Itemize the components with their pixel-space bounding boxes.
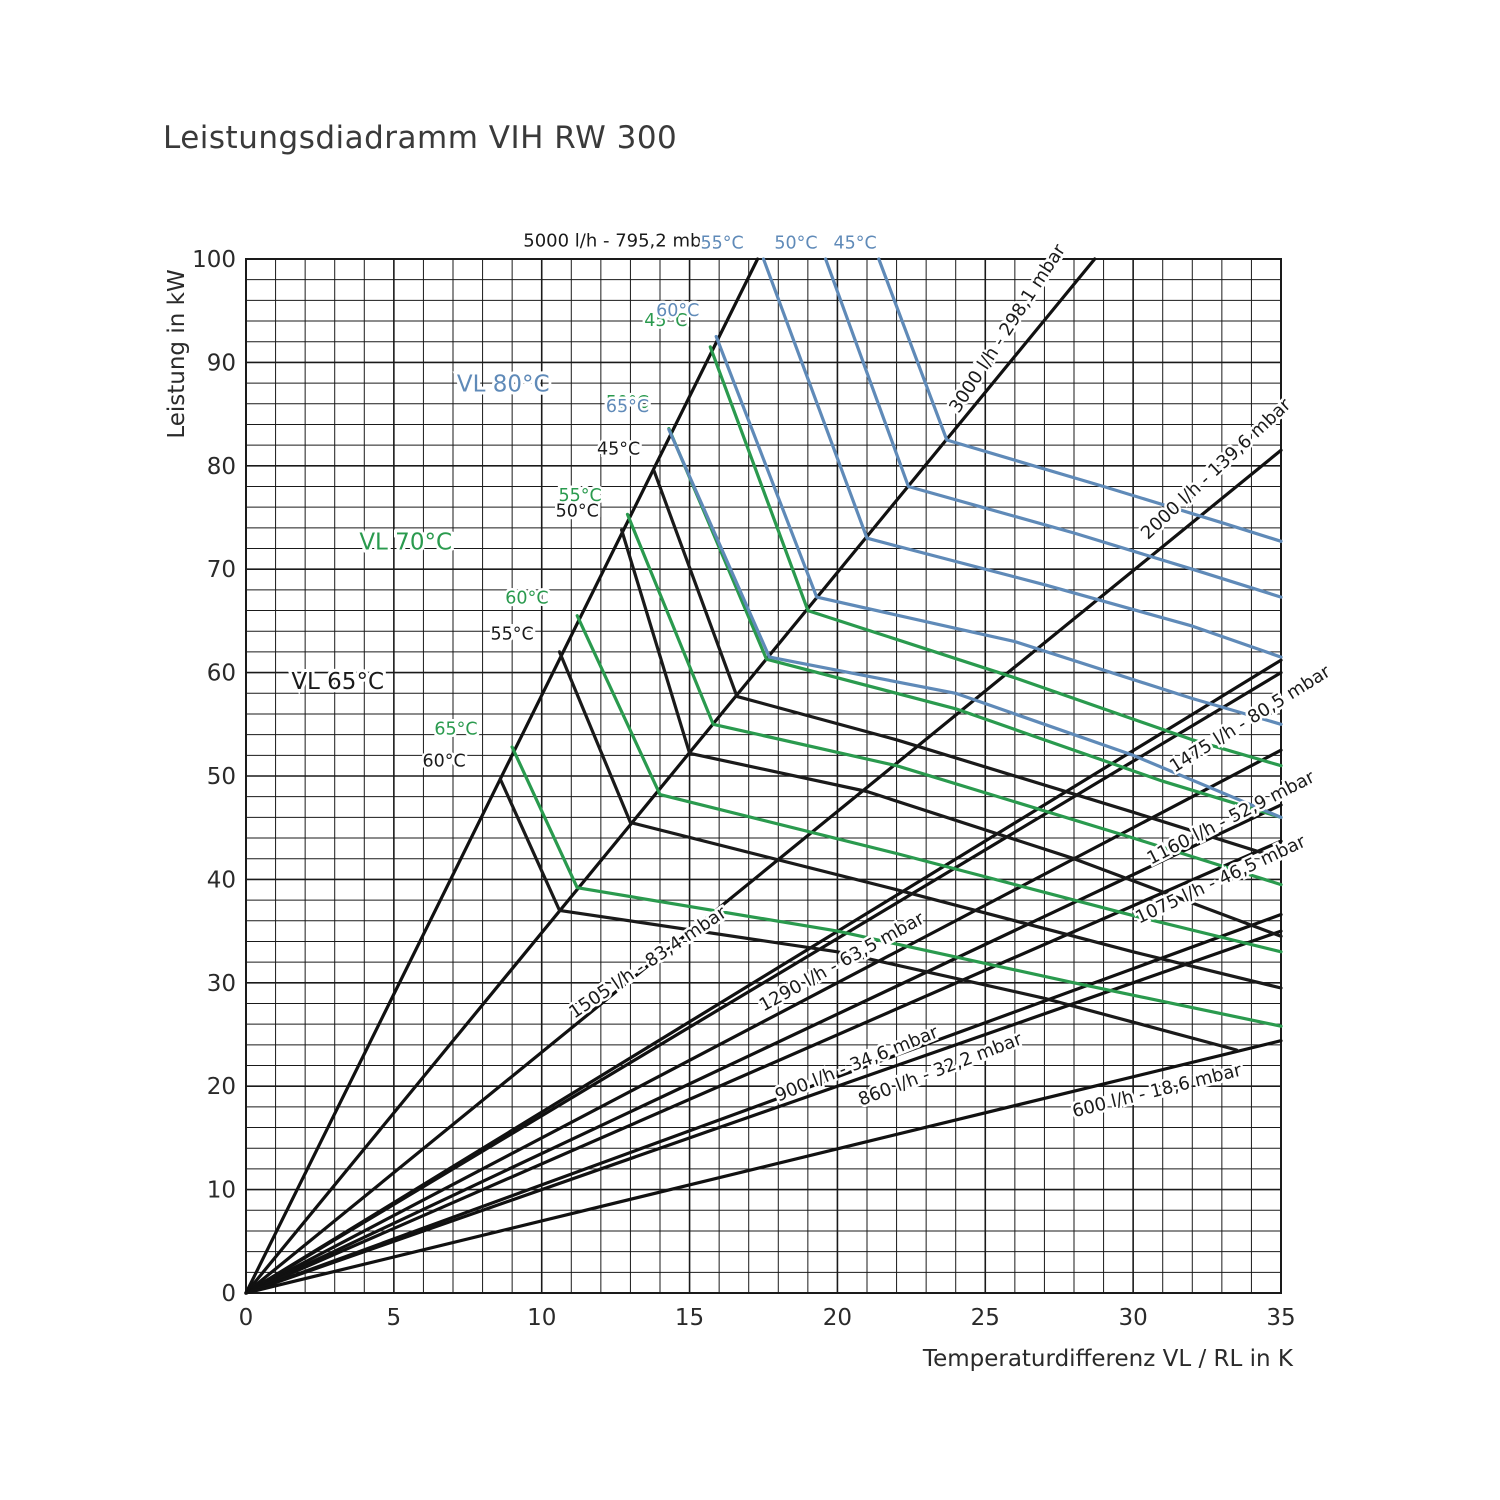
flow-line	[244, 448, 1283, 1295]
curve-label: 45°C	[834, 234, 877, 254]
flow-line	[244, 929, 1283, 1295]
x-tick-label: 35	[1266, 1305, 1295, 1331]
curve-label: 60°C	[656, 301, 699, 321]
y-tick-label: 10	[207, 1178, 236, 1204]
temperature-curve	[575, 614, 1283, 954]
flow-line	[244, 1039, 1283, 1295]
x-tick-label: 25	[971, 1305, 1000, 1331]
temperature-curve	[823, 257, 1283, 599]
flow-line	[244, 658, 1283, 1295]
curve-label: 50°C	[774, 234, 817, 254]
x-tick-label: 5	[387, 1305, 402, 1331]
x-tick-label: 15	[675, 1305, 704, 1331]
y-tick-label: 50	[207, 764, 236, 790]
curve-label: 50°C	[556, 501, 599, 521]
temperature-curve	[667, 428, 1283, 820]
flow-line	[244, 912, 1283, 1295]
flow-line	[244, 257, 1097, 1295]
y-axis-title: Leistung in kW	[164, 269, 190, 438]
y-tick-label: 20	[207, 1074, 236, 1100]
chart-title: Leistungsdiadramm VIH RW 300	[163, 120, 678, 156]
x-tick-label: 10	[527, 1305, 556, 1331]
flow-line	[244, 670, 1283, 1295]
flow-line	[244, 257, 760, 1295]
curve-group	[667, 257, 1283, 820]
y-tick-label: 70	[207, 557, 236, 583]
temperature-curve	[510, 745, 1283, 1028]
x-axis-title: Temperaturdifferenz VL / RL in K	[922, 1346, 1294, 1372]
temperature-curve	[652, 469, 1283, 861]
x-tick-label: 20	[823, 1305, 852, 1331]
temperature-curve	[708, 345, 1283, 768]
x-tick-label: 30	[1119, 1305, 1148, 1331]
flow-line-label: 600 l/h - 18,6 mbar	[1070, 1060, 1244, 1123]
curve-label: 55°C	[491, 625, 534, 645]
flow-line-label: 3000 l/h - 298,1 mbar	[945, 240, 1070, 417]
curve-label: 60°C	[423, 752, 466, 772]
y-tick-label: 40	[207, 867, 236, 893]
temperature-curve	[877, 257, 1283, 543]
flow-line-label: 5000 l/h - 795,2 mbar	[523, 231, 720, 252]
temperature-curve	[625, 512, 1283, 887]
curve-group	[498, 469, 1283, 1052]
axis-ticks: 0 5 10 15 20 25 30 35 0 10 20 30 40 50 60 70 80 90 100	[192, 247, 1296, 1331]
flow-line	[244, 839, 1283, 1295]
temperature-curve	[619, 528, 1283, 938]
temperature-curve	[498, 777, 1239, 1052]
curve-label: 65°C	[434, 720, 477, 740]
y-tick-label: 30	[207, 971, 236, 997]
temperature-curve	[714, 334, 1283, 726]
flow-line	[244, 748, 1283, 1295]
curve-label: 55°C	[559, 486, 602, 506]
temperature-curves	[498, 257, 1283, 1052]
x-tick-label: 0	[239, 1305, 254, 1331]
series-label: VL 80°C	[457, 371, 550, 397]
y-tick-label: 60	[207, 661, 236, 687]
y-tick-label: 0	[221, 1281, 236, 1307]
flow-lines	[244, 257, 1283, 1295]
curve-label: 50°C	[606, 393, 649, 413]
curve-label: 65°C	[606, 397, 649, 417]
flow-line	[244, 803, 1283, 1295]
curve-label: 55°C	[700, 234, 743, 254]
y-tick-label: 80	[207, 454, 236, 480]
y-tick-label: 100	[192, 247, 236, 273]
curve-label: 60°C	[505, 588, 548, 608]
temperature-curve	[557, 650, 1283, 990]
curve-label: 45°C	[597, 439, 640, 459]
temperature-curve	[667, 427, 1283, 820]
grid	[245, 258, 1282, 1294]
curve-label: 45°C	[644, 311, 687, 331]
series-label: VL 70°C	[359, 530, 452, 556]
chart-labels: 5000 l/h - 795,2 mbar 3000 l/h - 298,1 mb…	[288, 228, 1337, 1124]
curve-group	[510, 345, 1283, 1028]
temperature-curve	[761, 257, 1283, 659]
series-label: VL 65°C	[291, 669, 384, 695]
y-tick-label: 90	[207, 350, 236, 376]
